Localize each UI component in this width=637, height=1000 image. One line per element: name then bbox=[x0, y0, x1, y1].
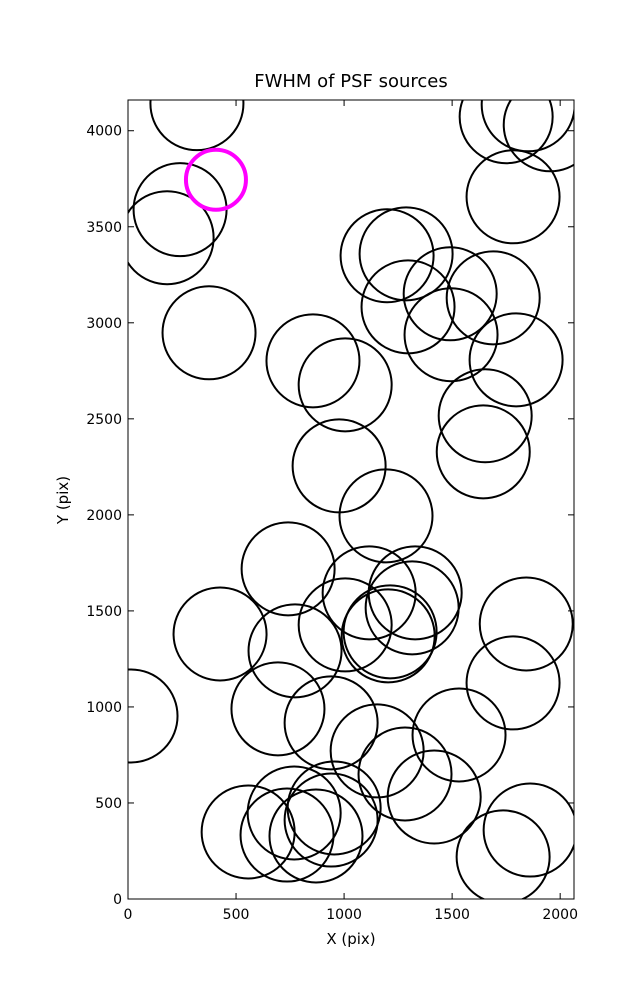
psf-source bbox=[283, 675, 379, 771]
psf-source bbox=[358, 206, 454, 302]
psf-source bbox=[265, 313, 361, 409]
psf-source bbox=[340, 588, 436, 684]
y-tick-label: 2500 bbox=[86, 412, 122, 428]
psf-source bbox=[297, 337, 393, 433]
psf-source bbox=[172, 586, 268, 682]
psf-source bbox=[480, 100, 574, 153]
psf-source bbox=[402, 246, 498, 342]
psf-source bbox=[283, 772, 379, 868]
x-tick-label: 0 bbox=[124, 907, 133, 923]
y-tick-label: 4000 bbox=[86, 124, 122, 140]
psf-source bbox=[455, 809, 551, 899]
y-tick-label: 2000 bbox=[86, 508, 122, 524]
y-tick-label: 3000 bbox=[86, 316, 122, 332]
psf-source bbox=[128, 668, 179, 764]
psf-source bbox=[468, 312, 564, 408]
psf-source bbox=[342, 584, 438, 680]
psf-source bbox=[128, 190, 215, 286]
psf-source bbox=[437, 368, 533, 464]
chart-title: FWHM of PSF sources bbox=[254, 71, 448, 92]
psf-source bbox=[411, 687, 507, 783]
psf-source bbox=[482, 782, 574, 878]
x-tick-label: 500 bbox=[223, 907, 250, 923]
x-tick-label: 1500 bbox=[434, 907, 470, 923]
psf-source bbox=[445, 250, 541, 346]
y-tick-label: 3500 bbox=[86, 220, 122, 236]
psf-source bbox=[286, 760, 382, 856]
psf-source bbox=[230, 661, 326, 757]
axes-frame bbox=[127, 99, 575, 900]
psf-source bbox=[458, 100, 554, 165]
psf-source bbox=[247, 603, 343, 699]
psf-source bbox=[239, 787, 335, 883]
psf-source bbox=[357, 726, 453, 822]
psf-source bbox=[240, 521, 336, 617]
psf-source bbox=[403, 287, 499, 383]
psf-source bbox=[478, 576, 574, 672]
psf-source bbox=[339, 208, 435, 304]
psf-source bbox=[149, 100, 245, 152]
x-tick-label: 1000 bbox=[326, 907, 362, 923]
x-axis-label: X (pix) bbox=[326, 930, 375, 948]
y-tick-label: 1500 bbox=[86, 604, 122, 620]
psf-source bbox=[386, 749, 482, 845]
y-tick-label: 0 bbox=[113, 892, 122, 908]
psf-source bbox=[183, 147, 248, 212]
psf-source bbox=[465, 635, 561, 731]
psf-source bbox=[246, 765, 342, 861]
psf-source bbox=[364, 560, 460, 656]
psf-source bbox=[297, 577, 393, 673]
x-tick-label: 2000 bbox=[542, 907, 578, 923]
psf-source bbox=[338, 468, 434, 564]
psf-source bbox=[268, 788, 364, 884]
psf-source bbox=[502, 100, 574, 173]
y-axis-label: Y (pix) bbox=[54, 476, 72, 525]
psf-source bbox=[161, 285, 257, 381]
y-tick-label: 500 bbox=[95, 796, 122, 812]
psf-source bbox=[435, 404, 531, 500]
y-tick-label: 1000 bbox=[86, 700, 122, 716]
psf-source bbox=[465, 149, 561, 245]
plot-area bbox=[128, 100, 574, 899]
